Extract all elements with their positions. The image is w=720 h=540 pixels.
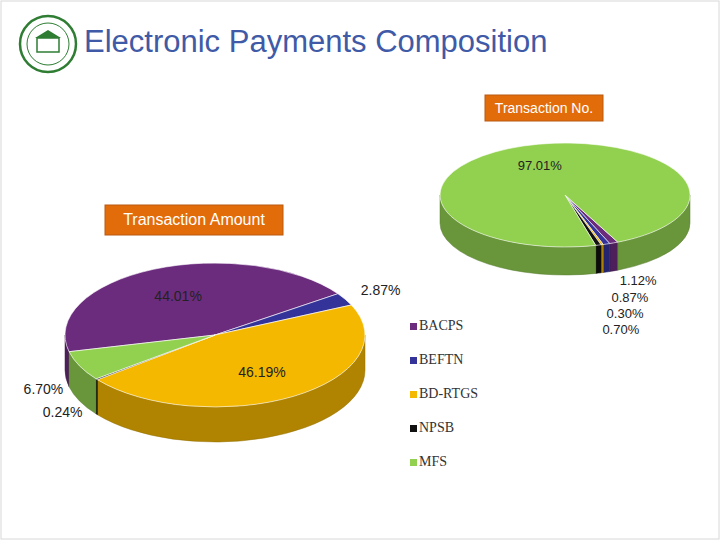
logo-inner [27,23,69,65]
slice-side [601,245,603,273]
page-title: Electronic Payments Composition [84,24,547,59]
legend-swatch [410,357,417,364]
slice-side [596,245,601,274]
pie-chart: Transaction No. [440,95,690,275]
chart-title: Transaction Amount [123,211,265,228]
logo-ring [20,16,76,72]
data-label: 0.70% [602,322,639,337]
slice [69,335,215,379]
legend-swatch [410,391,417,398]
pie-tops [440,143,690,247]
data-labels: 1.12% 0.87%0.30%0.70% 97.01% [518,158,657,337]
frame [1,1,719,539]
slice-side [603,244,609,273]
legend-label: BD-RTGS [419,386,478,401]
data-label: 1.12% [620,273,657,288]
legend-swatch [410,323,417,330]
data-label: 0.87% [612,290,649,305]
data-label: 97.01% [518,158,563,173]
slice [440,143,690,247]
chart-title: Transaction No. [495,100,593,116]
chart-title-box [105,205,283,235]
data-label: 44.01% [154,288,201,304]
logo-roof [35,30,61,38]
legend-swatch [410,425,417,432]
legend-label: BACPS [419,318,463,333]
pie-chart: Transaction Amount [65,205,365,442]
pie-tops [65,263,365,407]
data-label: 6.70% [24,381,64,397]
data-labels: 44.01% 2.87% 46.19% 0.24% 6.70% [24,282,401,420]
legend-label: MFS [419,454,447,469]
logo [20,16,76,72]
logo-icon [37,38,59,52]
legend: BACPS BEFTN BD-RTGS NPSB MFS [410,318,478,469]
stage: Electronic Payments Composition Transacti… [0,0,720,540]
data-label: 0.30% [607,306,644,321]
legend-label: NPSB [419,420,454,435]
slice-side [610,242,618,271]
legend-label: BEFTN [419,352,463,367]
data-label: 46.19% [238,364,285,380]
data-label: 0.24% [43,404,83,420]
legend-swatch [410,459,417,466]
canvas: Electronic Payments Composition Transacti… [0,0,720,540]
data-label: 2.87% [361,282,401,298]
chart-title-box [485,95,603,121]
